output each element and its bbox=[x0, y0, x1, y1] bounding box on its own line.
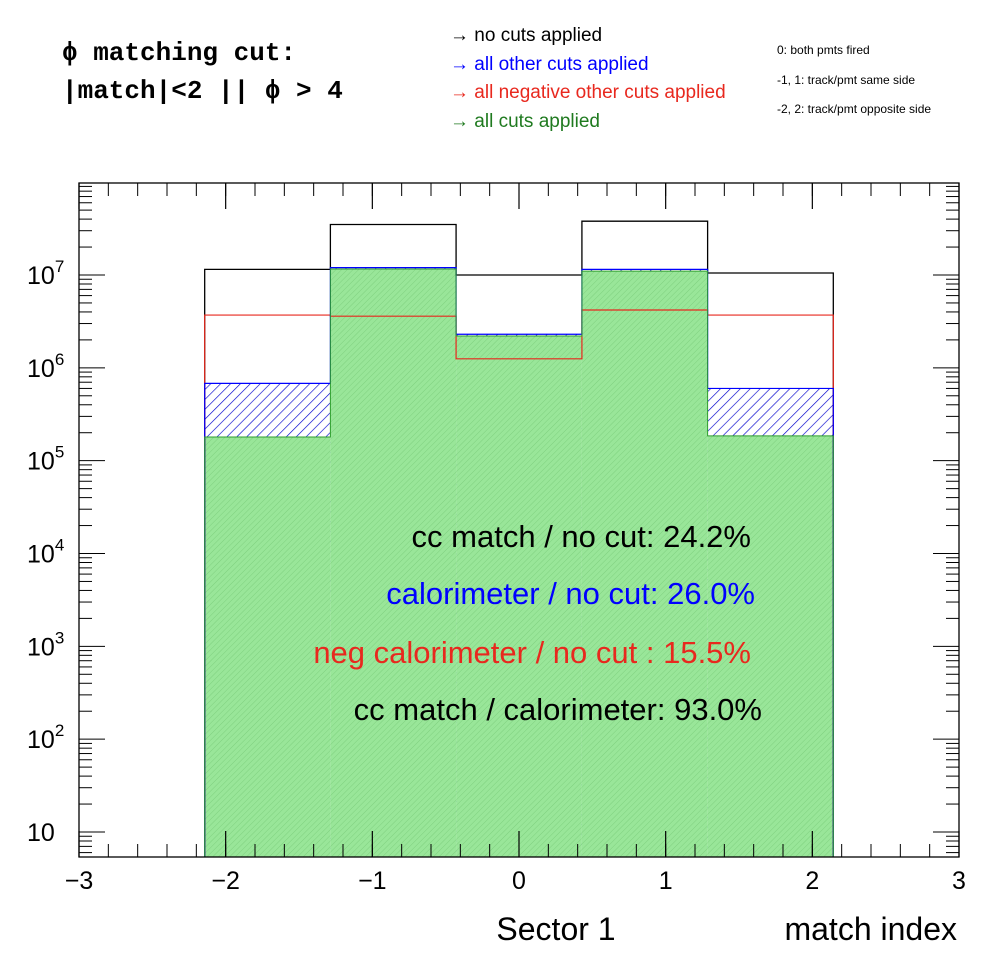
histogram-all-cuts bbox=[204, 268, 834, 857]
y-tick-label: 10 bbox=[27, 819, 55, 847]
stat-neg-calorimeter-no-cut: neg calorimeter / no cut : 15.5% bbox=[313, 635, 751, 670]
stat-cc-match-calorimeter: cc match / calorimeter: 93.0% bbox=[354, 692, 762, 727]
y-tick-label: 102 bbox=[27, 721, 64, 754]
legend-entry-negative-cuts: → all negative other cuts applied bbox=[450, 82, 726, 103]
note-index-0: 0: both pmts fired bbox=[777, 43, 870, 57]
bar-all-cuts-0 bbox=[204, 436, 331, 857]
bar-all-cuts-2 bbox=[456, 336, 582, 857]
axes: −3 −2 −1 0 1 2 3 10 102 103 104 105 106 107 bbox=[27, 182, 966, 895]
y-tick-label: 105 bbox=[27, 443, 64, 476]
y-tick-label: 103 bbox=[27, 628, 64, 661]
note-index-2: -2, 2: track/pmt opposite side bbox=[777, 102, 932, 116]
legend: → no cuts applied → all other cuts applie… bbox=[450, 22, 726, 136]
title-line-1: ϕ matching cut: bbox=[62, 38, 297, 68]
x-tick-label: 1 bbox=[659, 867, 673, 895]
histogram-no-cuts bbox=[204, 220, 834, 857]
title-line-2: |match|<2 || ϕ > 4 bbox=[62, 76, 343, 106]
y-tick-label: 104 bbox=[27, 536, 64, 569]
x-tick-label: −2 bbox=[211, 867, 240, 895]
y-tick-label: 107 bbox=[27, 257, 64, 290]
legend-entry-other-cuts: → all other cuts applied bbox=[450, 53, 649, 75]
legend-entry-all-cuts: → all cuts applied bbox=[450, 110, 600, 132]
legend-entry-no-cuts: → no cuts applied bbox=[450, 25, 603, 46]
histogram-other-cuts bbox=[204, 267, 834, 857]
plot-title: ϕ matching cut: |match|<2 || ϕ > 4 bbox=[62, 34, 343, 110]
histogram-bars bbox=[204, 220, 834, 858]
index-notes: 0: both pmts fired -1, 1: track/pmt same … bbox=[777, 36, 931, 125]
x-axis-label-sector: Sector 1 bbox=[496, 911, 615, 947]
x-tick-label: 2 bbox=[805, 867, 819, 895]
note-index-1: -1, 1: track/pmt same side bbox=[777, 72, 916, 87]
bar-all-cuts-1 bbox=[330, 269, 457, 858]
x-tick-label: −1 bbox=[358, 867, 387, 895]
x-axis-label-match-index: match index bbox=[784, 911, 957, 947]
x-tick-label: 3 bbox=[952, 867, 966, 895]
y-tick-label: 106 bbox=[27, 350, 64, 383]
ratio-annotations: cc match / no cut: 24.2% calorimeter / n… bbox=[313, 519, 762, 727]
stat-cc-match-no-cut: cc match / no cut: 24.2% bbox=[412, 519, 751, 554]
histogram-negative-cuts bbox=[204, 309, 834, 857]
stat-calorimeter-no-cut: calorimeter / no cut: 26.0% bbox=[386, 576, 755, 611]
bar-all-cuts-3 bbox=[581, 271, 708, 858]
x-tick-label: 0 bbox=[512, 867, 526, 895]
x-tick-label: −3 bbox=[65, 867, 94, 895]
bar-all-cuts-4 bbox=[707, 435, 834, 857]
